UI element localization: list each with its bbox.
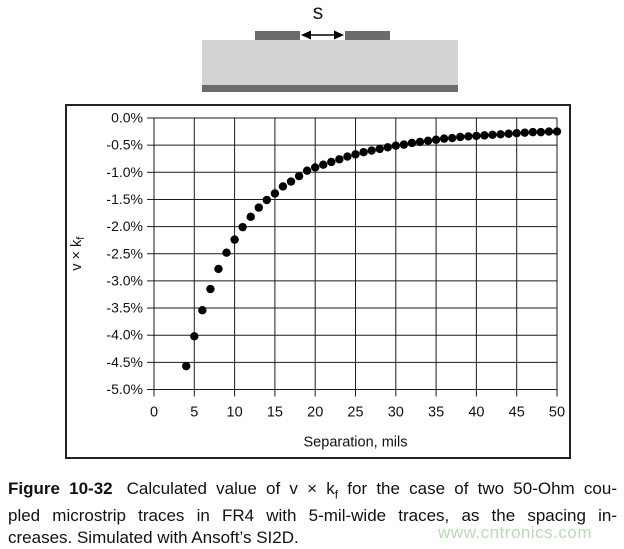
double-arrow-icon — [301, 30, 344, 40]
caption-line-1: Figure 10-32 Calculated value of v × kf f… — [8, 478, 617, 505]
svg-text:-1.5%: -1.5% — [106, 191, 143, 207]
svg-text:30: 30 — [388, 405, 404, 421]
svg-text:25: 25 — [347, 405, 363, 421]
left-trace-rect — [255, 31, 300, 40]
svg-text:35: 35 — [428, 405, 444, 421]
svg-text:10: 10 — [227, 405, 243, 421]
caption-line-3: creases. Simulated with Ansoft’s SI2D. — [8, 528, 299, 548]
svg-text:-2.0%: -2.0% — [106, 218, 143, 234]
kf-subscript: f — [334, 487, 339, 502]
svg-text:50: 50 — [549, 405, 565, 421]
caption-line-2: pled microstrip traces in FR4 with 5-mil… — [8, 506, 617, 526]
svg-text:-3.5%: -3.5% — [106, 300, 143, 316]
svg-text:15: 15 — [267, 405, 283, 421]
ground-plane-rect — [202, 85, 458, 92]
svg-text:Separation, mils: Separation, mils — [304, 435, 408, 451]
spacing-label: s — [312, 1, 324, 24]
svg-text:-1.0%: -1.0% — [106, 164, 143, 180]
caption-text-1a: Calculated value of v × k — [126, 479, 335, 498]
svg-text:-4.5%: -4.5% — [106, 354, 143, 370]
figure-caption: Figure 10-32 Calculated value of v × kf f… — [8, 478, 617, 549]
svg-text:20: 20 — [307, 405, 323, 421]
right-trace-rect — [345, 31, 390, 40]
watermark-text: www.cntronics.com — [438, 523, 592, 542]
svg-text:0: 0 — [150, 405, 158, 421]
svg-text:-2.5%: -2.5% — [106, 245, 143, 261]
svg-text:-5.0%: -5.0% — [106, 381, 143, 397]
caption-text-1b: for the case of two 50-Ohm cou- — [338, 479, 617, 498]
svg-text:40: 40 — [468, 405, 484, 421]
figure-number-label: Figure 10-32 — [8, 479, 113, 498]
svg-text:-3.0%: -3.0% — [106, 272, 143, 288]
svg-text:-0.5%: -0.5% — [106, 137, 143, 153]
chart-frame: 0 5 10 15 20 25 30 35 40 45 50 0.0% -0.5% -1.0% -1.5% -… — [65, 104, 571, 459]
svg-text:v × kf: v × kf — [69, 236, 87, 271]
scatter-plot: 0 5 10 15 20 25 30 35 40 45 50 0.0% -0.5% -1.0% -1.5% -… — [69, 110, 565, 451]
svg-text:-4.0%: -4.0% — [106, 327, 143, 343]
svg-text:5: 5 — [190, 405, 198, 421]
svg-text:0.0%: 0.0% — [111, 110, 143, 126]
svg-text:45: 45 — [509, 405, 525, 421]
substrate-rect — [202, 40, 458, 85]
